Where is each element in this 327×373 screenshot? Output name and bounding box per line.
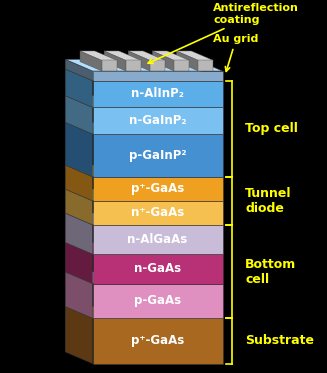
Polygon shape	[65, 69, 223, 81]
Polygon shape	[150, 60, 165, 71]
Polygon shape	[65, 189, 93, 225]
Polygon shape	[65, 242, 93, 283]
Polygon shape	[198, 60, 213, 71]
Polygon shape	[65, 307, 93, 364]
Text: p-GaInP²: p-GaInP²	[129, 149, 186, 162]
Polygon shape	[93, 318, 223, 364]
Polygon shape	[65, 122, 223, 134]
Polygon shape	[80, 51, 117, 60]
Text: n-AlInP₂: n-AlInP₂	[131, 88, 184, 100]
Polygon shape	[128, 51, 165, 60]
Polygon shape	[152, 51, 189, 60]
Polygon shape	[174, 60, 189, 71]
Polygon shape	[93, 81, 223, 107]
Polygon shape	[104, 51, 126, 71]
Polygon shape	[65, 59, 93, 81]
Polygon shape	[65, 165, 223, 177]
Polygon shape	[177, 51, 213, 60]
Text: p⁺-GaAs: p⁺-GaAs	[131, 182, 184, 195]
Text: p-GaAs: p-GaAs	[134, 294, 181, 307]
Text: Antireflection
coating: Antireflection coating	[148, 3, 299, 63]
Polygon shape	[177, 51, 198, 71]
Polygon shape	[65, 213, 223, 225]
Polygon shape	[65, 95, 223, 107]
Text: p⁺-GaAs: p⁺-GaAs	[131, 335, 184, 347]
Text: Tunnel
diode: Tunnel diode	[245, 187, 292, 215]
Polygon shape	[93, 134, 223, 177]
Polygon shape	[65, 272, 223, 283]
Polygon shape	[93, 201, 223, 225]
Text: n-GaInP₂: n-GaInP₂	[129, 114, 186, 127]
Polygon shape	[80, 51, 102, 71]
Polygon shape	[93, 107, 223, 134]
Text: Au grid: Au grid	[214, 34, 259, 71]
Text: n-GaAs: n-GaAs	[134, 262, 181, 275]
Polygon shape	[65, 189, 223, 201]
Polygon shape	[104, 51, 141, 60]
Polygon shape	[93, 225, 223, 254]
Polygon shape	[126, 60, 141, 71]
Text: Bottom
cell: Bottom cell	[245, 257, 297, 285]
Polygon shape	[128, 51, 150, 71]
Polygon shape	[65, 242, 223, 254]
Polygon shape	[93, 254, 223, 283]
Polygon shape	[65, 165, 93, 201]
Polygon shape	[65, 307, 223, 318]
Text: Substrate: Substrate	[245, 335, 314, 347]
Polygon shape	[65, 95, 93, 134]
Polygon shape	[65, 122, 93, 177]
Polygon shape	[65, 272, 93, 318]
Polygon shape	[65, 213, 93, 254]
Polygon shape	[152, 51, 174, 71]
Polygon shape	[65, 69, 93, 107]
Polygon shape	[65, 59, 223, 71]
Polygon shape	[93, 283, 223, 318]
Polygon shape	[102, 60, 117, 71]
Polygon shape	[93, 71, 223, 81]
Text: Top cell: Top cell	[245, 122, 298, 135]
Text: n-AlGaAs: n-AlGaAs	[128, 233, 188, 246]
Text: n⁺-GaAs: n⁺-GaAs	[131, 206, 184, 219]
Polygon shape	[93, 177, 223, 201]
